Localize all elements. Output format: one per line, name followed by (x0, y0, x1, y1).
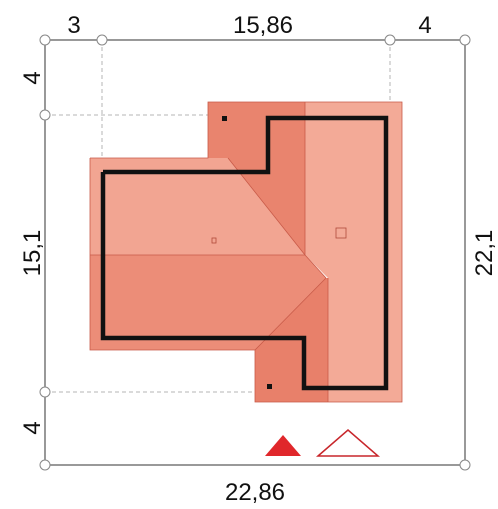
setback-guides (45, 40, 391, 393)
dim-left-top-setback: 4 (19, 71, 46, 84)
corner-marker-bottom (267, 384, 272, 389)
circle-icon (459, 34, 471, 46)
chimney-large (335, 227, 347, 239)
circle-icon (96, 34, 108, 46)
circle-icon (384, 34, 396, 46)
chimney-small (211, 237, 217, 244)
plot-boundary (44, 39, 466, 466)
dim-top-left-setback: 3 (67, 12, 80, 39)
circle-icon (39, 109, 51, 121)
dim-right-total: 22,1 (471, 230, 498, 277)
circle-icon (459, 459, 471, 471)
north-arrow-filled-icon (265, 435, 301, 456)
dim-top-right-setback: 4 (418, 12, 431, 39)
boundary-markers (39, 34, 471, 471)
north-arrow-outline-icon (315, 429, 381, 457)
circle-icon (39, 459, 51, 471)
dim-bottom-total: 22,86 (225, 479, 285, 506)
roof-left-upper (90, 158, 305, 255)
circle-icon (39, 386, 51, 398)
corner-marker-top (222, 116, 227, 121)
dim-left-bottom-setback: 4 (19, 421, 46, 434)
roof-plan (89, 101, 403, 403)
roof-left-lower (90, 255, 326, 350)
circle-icon (39, 34, 51, 46)
roof-right-wing (305, 102, 402, 402)
building-outline (100, 115, 389, 391)
dim-top-width: 15,86 (233, 12, 293, 39)
dim-left-depth: 15,1 (19, 230, 46, 277)
roof-top-bump (208, 102, 305, 255)
